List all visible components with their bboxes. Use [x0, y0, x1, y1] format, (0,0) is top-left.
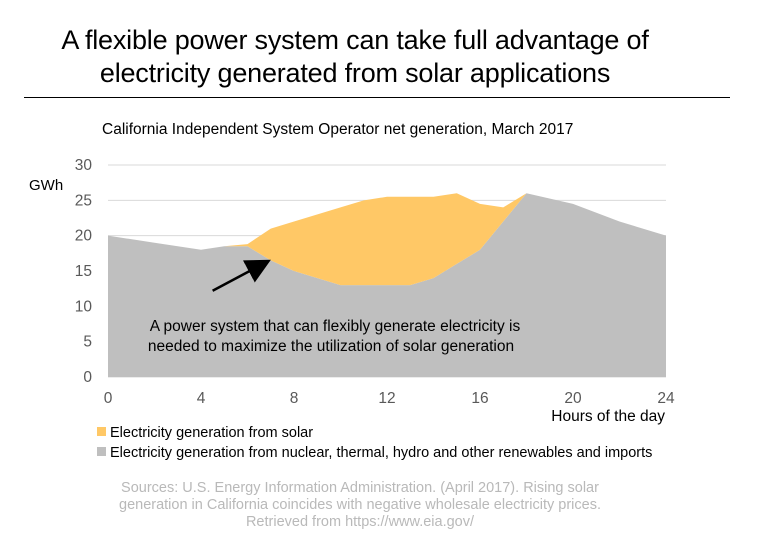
chart-title: California Independent System Operator n… [102, 121, 574, 138]
source-line-1: Sources: U.S. Energy Information Adminis… [121, 480, 599, 496]
x-tick-label: 24 [657, 390, 675, 407]
x-tick-label: 16 [471, 390, 488, 407]
y-tick-label: 15 [75, 263, 92, 280]
y-tick-label: 30 [75, 157, 93, 174]
y-tick-label: 0 [83, 369, 92, 386]
title-divider [24, 97, 730, 98]
annotation-line-1: A power system that can flexibly generat… [150, 318, 521, 335]
y-tick-label: 20 [75, 228, 93, 245]
x-tick-label: 4 [197, 390, 206, 407]
x-tick-labels: 0 4 8 12 16 20 24 [104, 390, 675, 407]
y-tick-label: 5 [83, 334, 92, 351]
x-tick-label: 12 [378, 390, 395, 407]
legend-label-other: Electricity generation from nuclear, the… [110, 445, 653, 461]
slide-title-line-1: A flexible power system can take full ad… [61, 25, 649, 55]
y-tick-labels: 0 5 10 15 20 25 30 [75, 157, 93, 386]
area-series-solar [108, 193, 666, 286]
x-tick-label: 8 [290, 390, 299, 407]
annotation-line-2: needed to maximize the utilization of so… [148, 338, 514, 355]
legend-swatch-solar [97, 427, 106, 436]
annotation: A power system that can flexibly generat… [148, 259, 521, 355]
source-line-3: Retrieved from https://www.eia.gov/ [245, 514, 475, 530]
annotation-arrow [212, 259, 271, 292]
slide-title-line-2: electricity generated from solar applica… [99, 58, 611, 88]
y-axis-label: GWh [29, 177, 63, 194]
source-citation: Sources: U.S. Energy Information Adminis… [60, 480, 660, 531]
x-axis-label: Hours of the day [551, 408, 665, 425]
legend-item-other: Electricity generation from nuclear, the… [97, 445, 652, 461]
x-tick-label: 0 [104, 390, 113, 407]
x-tick-label: 20 [564, 390, 582, 407]
slide-title: A flexible power system can take full ad… [0, 24, 710, 90]
legend-item-solar: Electricity generation from solar [97, 425, 313, 441]
y-tick-label: 25 [75, 192, 92, 209]
y-tick-label: 10 [75, 298, 93, 315]
stacked-areas [108, 193, 666, 377]
legend-swatch-other [97, 447, 106, 456]
legend-label-solar: Electricity generation from solar [110, 425, 314, 441]
source-line-2: generation in California coincides with … [119, 497, 601, 513]
